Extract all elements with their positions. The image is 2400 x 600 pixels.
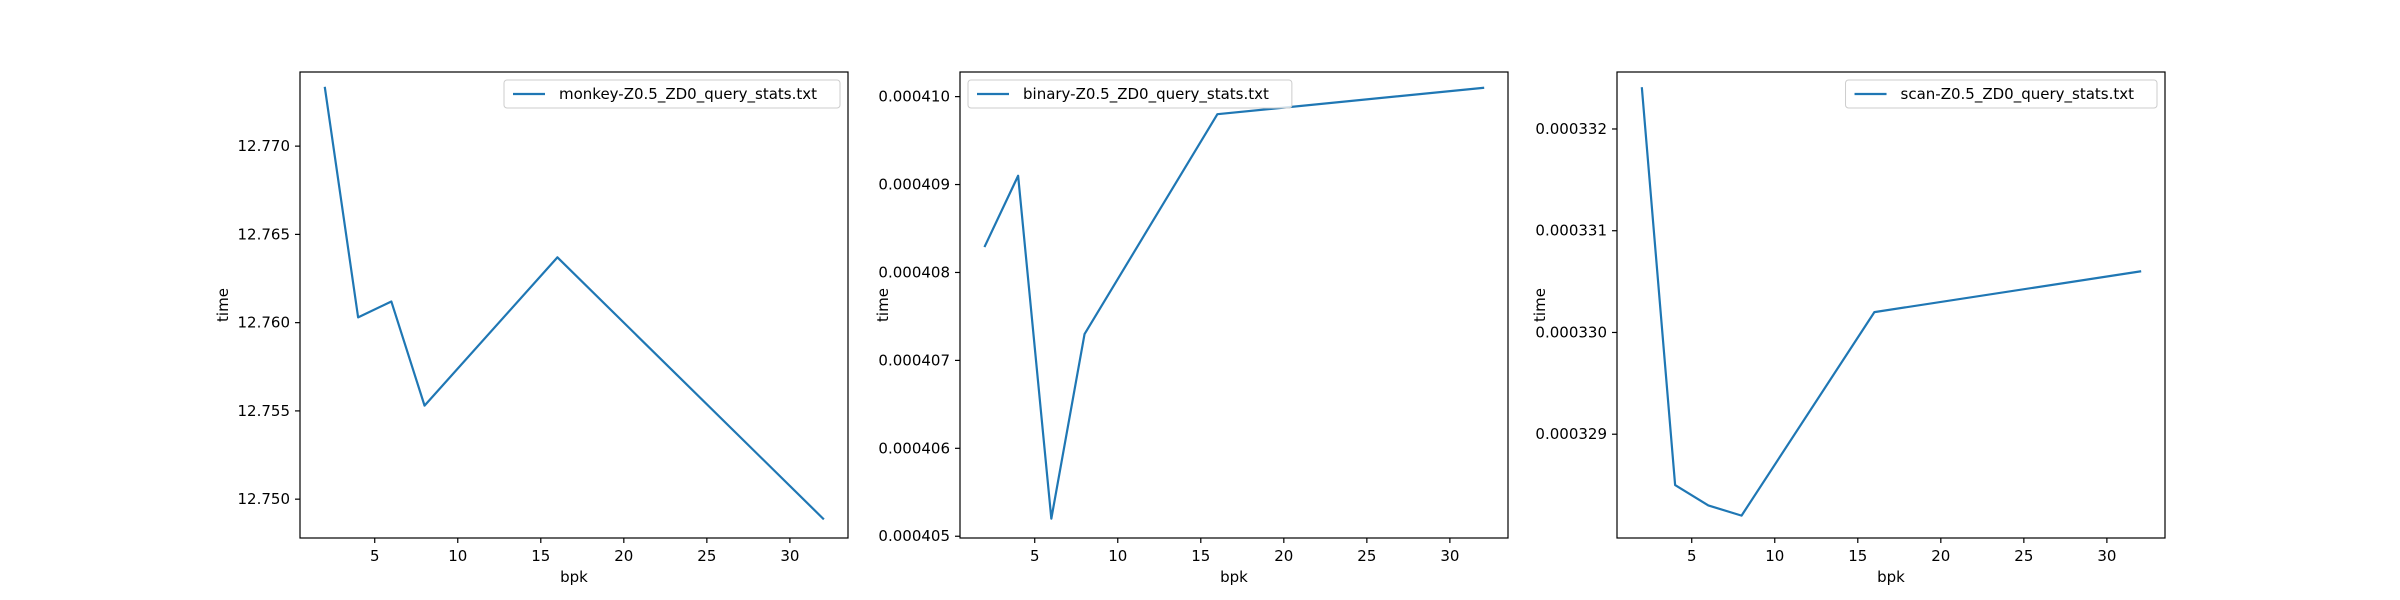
legend-label: monkey-Z0.5_ZD0_query_stats.txt [559,85,817,104]
x-tick-label: 20 [614,547,633,565]
y-tick-label: 0.000406 [878,439,950,457]
x-tick-label: 20 [1274,547,1293,565]
y-tick-label: 12.770 [238,137,291,155]
x-tick-label: 15 [531,547,550,565]
chart-panel-2: 5 10 15 20 25 30 0.000405 0.000406 0.000407 0.000… [874,71,1509,586]
series-line-1-1 [323,86,825,521]
x-tick-label: 20 [1931,547,1950,565]
y-tick-label: 0.000410 [878,88,950,106]
x-tick-label: 30 [2097,547,2116,565]
legend-box [967,79,1293,109]
x-tick-label: 25 [1357,547,1376,565]
legend: binary-Z0.5_ZD0_query_stats.txt [967,79,1293,109]
chart-panel-1: 5 10 15 20 25 30 12.750 12.755 12.760 12.765 12.77… [214,71,849,586]
x-tick-label: 30 [780,547,799,565]
legend-box [1845,79,2158,109]
x-tick-label: 30 [1440,547,1459,565]
series-line-2-1 [983,86,1485,520]
y-tick-label: 12.765 [238,225,291,243]
x-tick-label: 5 [1687,547,1697,565]
x-tick-label: 10 [448,547,467,565]
legend-label: scan-Z0.5_ZD0_query_stats.txt [1901,85,2135,104]
y-tick-label: 12.755 [238,402,291,420]
legend-label: binary-Z0.5_ZD0_query_stats.txt [1023,85,1269,104]
axes-frame [299,71,849,539]
x-tick-label: 25 [2014,547,2033,565]
y-axis-label: time [1531,288,1549,322]
axes-frame [959,71,1509,539]
x-tick-label: 15 [1191,547,1210,565]
y-tick-label: 0.000330 [1535,323,1607,341]
x-tick-label: 15 [1848,547,1867,565]
legend-box [503,79,841,109]
y-tick-label: 0.000332 [1535,120,1607,138]
y-axis-label: time [874,288,892,322]
y-tick-label: 0.000409 [878,176,950,194]
y-axis-label: time [214,288,232,322]
series-line-3-1 [1640,87,2142,517]
x-axis-label: bpk [560,568,588,586]
legend: scan-Z0.5_ZD0_query_stats.txt [1845,79,2158,109]
x-tick-label: 5 [370,547,380,565]
x-axis-label: bpk [1220,568,1248,586]
x-tick-label: 25 [697,547,716,565]
legend: monkey-Z0.5_ZD0_query_stats.txt [503,79,841,109]
x-tick-label: 5 [1030,547,1040,565]
y-tick-label: 0.000407 [878,351,950,369]
axes-frame [1616,71,2166,539]
y-tick-label: 0.000405 [878,527,950,545]
y-tick-label: 0.000331 [1535,222,1607,240]
x-axis-label: bpk [1877,568,1905,586]
x-tick-label: 10 [1108,547,1127,565]
y-tick-label: 0.000329 [1535,425,1607,443]
y-tick-label: 12.760 [238,314,291,332]
y-tick-label: 12.750 [238,490,291,508]
chart-panel-3: 5 10 15 20 25 30 0.000329 0.000330 0.000331 0.000… [1531,71,2166,586]
y-tick-label: 0.000408 [878,263,950,281]
x-tick-label: 10 [1765,547,1784,565]
